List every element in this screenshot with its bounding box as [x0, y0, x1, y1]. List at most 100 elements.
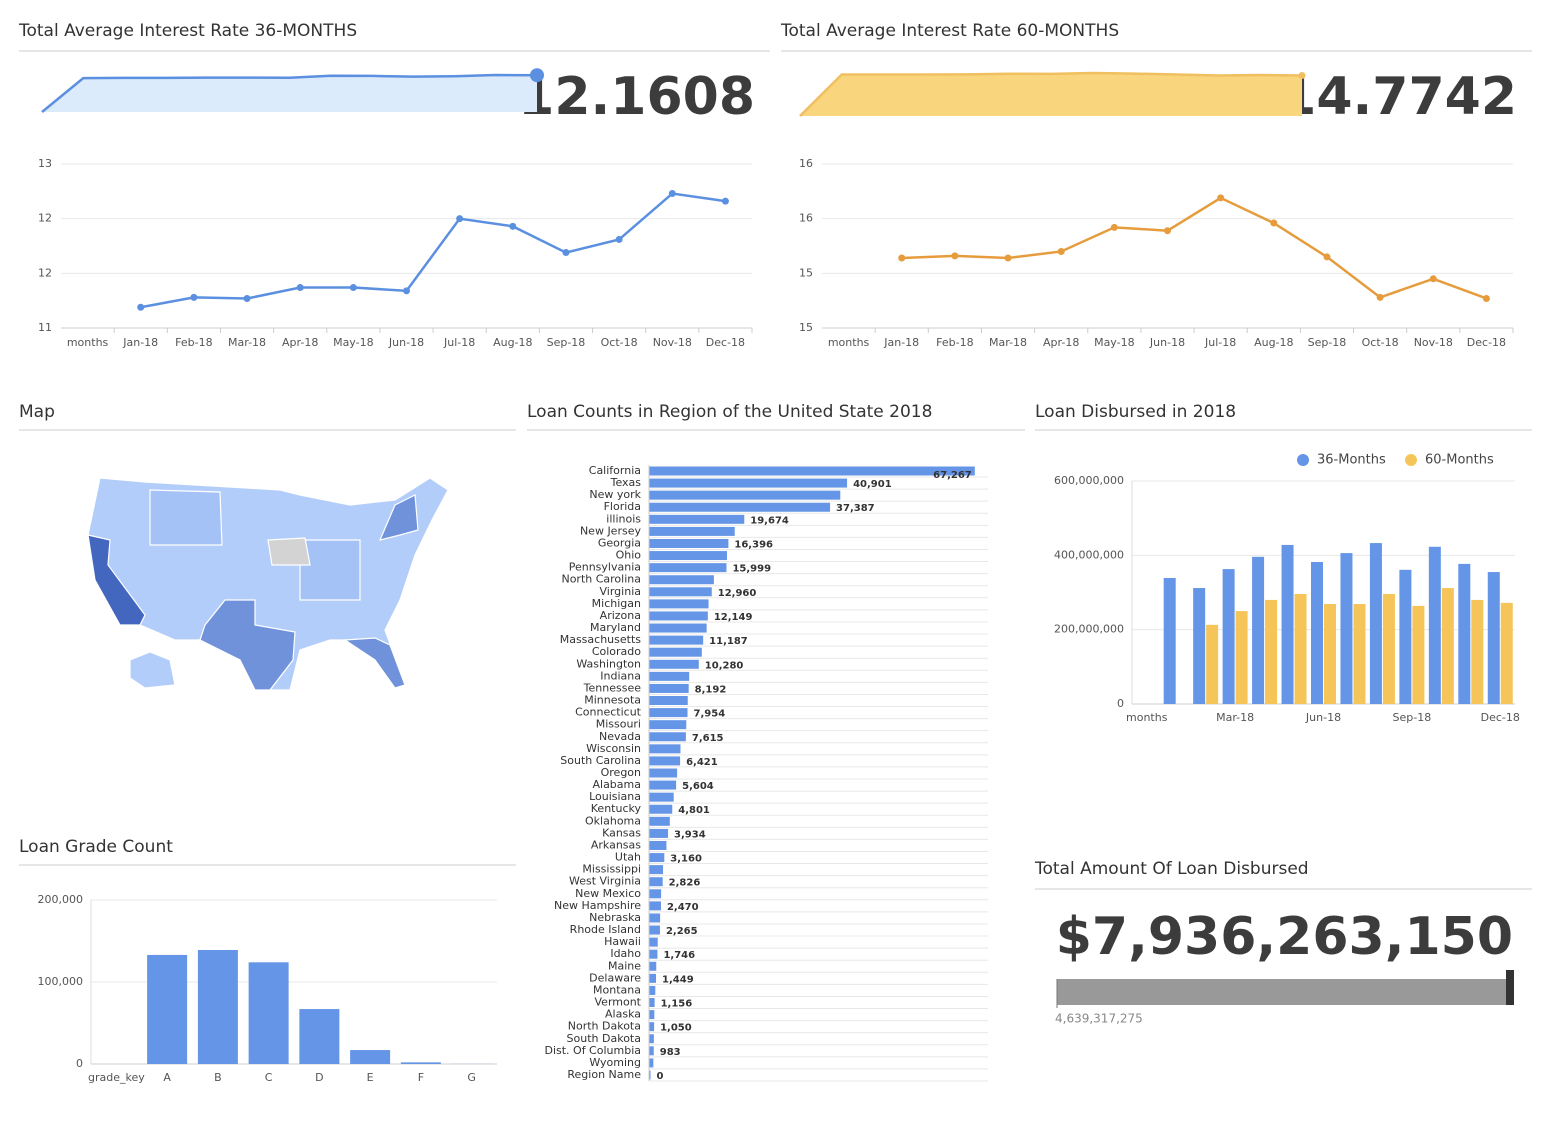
x-tick-label: G: [467, 1071, 476, 1084]
x-tick-label: Jun-18: [1149, 336, 1185, 349]
x-tick-label: grade_key: [88, 1071, 145, 1084]
y-tick-label: Utah: [615, 851, 641, 864]
point: [1164, 227, 1171, 235]
spark-end: [1298, 72, 1306, 80]
legend-label: 60-Months: [1425, 453, 1494, 468]
y-tick-label: 200,000,000: [1054, 623, 1124, 636]
point: [1482, 294, 1490, 302]
bar: [1193, 588, 1206, 704]
bar: [1428, 546, 1441, 704]
value-label: 15,999: [732, 564, 771, 575]
bar: [649, 466, 975, 476]
bar: [1222, 569, 1235, 704]
point: [615, 235, 623, 243]
bar: [649, 526, 735, 536]
bar: [1441, 588, 1454, 704]
value-label: 19,674: [750, 515, 789, 526]
value-label: 1,449: [662, 974, 694, 985]
y-tick-label: Massachusetts: [560, 633, 642, 646]
chart-title: Total Average Interest Rate 36-MONTHS: [18, 21, 357, 41]
y-tick-label: Pennsylvania: [569, 561, 641, 574]
value-label: 1,156: [661, 999, 693, 1010]
bar: [1500, 602, 1513, 704]
y-tick-label: Washington: [576, 657, 641, 670]
x-tick-label: Nov-18: [653, 336, 692, 349]
bar: [1471, 599, 1484, 704]
spark-end: [530, 68, 544, 83]
y-tick-label: 0: [76, 1057, 83, 1070]
y-tick-label: Maine: [608, 959, 641, 972]
bar: [1294, 593, 1307, 704]
y-tick-label: Michigan: [592, 597, 641, 610]
y-tick-label: North Carolina: [561, 573, 641, 586]
map-state: [149, 489, 223, 546]
y-tick-label: Idaho: [610, 947, 641, 960]
y-tick-label: 16: [799, 157, 813, 170]
x-tick-label: Feb-18: [936, 336, 973, 349]
map-state: [343, 637, 406, 689]
bar: [649, 611, 708, 621]
line: [140, 192, 726, 309]
y-tick-label: 400,000,000: [1054, 548, 1124, 561]
bar: [649, 599, 709, 609]
spark-line: [41, 73, 538, 113]
bar: [400, 1062, 441, 1064]
point: [1004, 254, 1012, 262]
y-tick-label: Ohio: [616, 549, 642, 562]
value-label: 67,267: [933, 470, 972, 481]
x-tick-label: Dec-18: [1481, 711, 1520, 724]
point: [668, 190, 676, 198]
bar: [649, 744, 681, 754]
y-tick-label: Oklahoma: [585, 814, 641, 827]
bar: [649, 998, 655, 1008]
y-tick-label: Tennessee: [583, 681, 642, 694]
bar: [1206, 624, 1219, 704]
y-tick-label: 15: [799, 321, 813, 334]
bar: [649, 1070, 651, 1080]
bar: [649, 683, 689, 693]
x-tick-label: Feb-18: [175, 336, 212, 349]
y-tick-label: Dist. Of Columbia: [544, 1044, 641, 1057]
bar: [649, 514, 745, 524]
y-tick-label: Arizona: [600, 609, 641, 622]
value-label: 4,801: [678, 805, 710, 816]
y-tick-label: Alabama: [592, 778, 641, 791]
point: [898, 254, 906, 262]
point: [721, 197, 729, 205]
y-tick-label: 200,000: [38, 893, 84, 906]
legend-label: 36-Months: [1317, 453, 1386, 468]
x-tick-label: Aug-18: [1254, 336, 1293, 349]
bar: [649, 913, 661, 923]
point: [403, 287, 410, 295]
x-tick-label: months: [67, 336, 109, 349]
y-tick-label: South Carolina: [560, 754, 641, 767]
y-tick-label: Florida: [604, 500, 641, 513]
value-label: 983: [660, 1047, 681, 1058]
spark-area: [42, 75, 537, 112]
legend-swatch: [1297, 454, 1309, 466]
bar: [1324, 604, 1336, 704]
point: [1057, 247, 1065, 255]
bar: [1340, 553, 1353, 704]
point: [1323, 253, 1331, 261]
y-tick-label: Minnesota: [584, 694, 641, 707]
bar: [649, 478, 848, 488]
gauge-marker: [1506, 970, 1514, 1005]
legend-swatch: [1405, 454, 1417, 466]
point: [509, 222, 517, 230]
x-tick-label: E: [367, 1071, 374, 1084]
y-tick-label: Region Name: [567, 1068, 641, 1081]
x-tick-label: Oct-18: [1362, 336, 1399, 349]
bar: [649, 949, 658, 959]
y-tick-label: 12: [38, 266, 52, 279]
point: [137, 303, 145, 311]
x-tick-label: Mar-18: [1216, 711, 1254, 724]
y-tick-label: Mississippi: [582, 863, 641, 876]
value-label: 11,187: [709, 636, 748, 647]
value-label: 6,421: [686, 757, 718, 768]
value-label: 2,826: [669, 878, 701, 889]
y-tick-label: Indiana: [600, 669, 641, 682]
value-label: 1,746: [663, 950, 695, 961]
y-tick-label: 16: [799, 212, 813, 225]
